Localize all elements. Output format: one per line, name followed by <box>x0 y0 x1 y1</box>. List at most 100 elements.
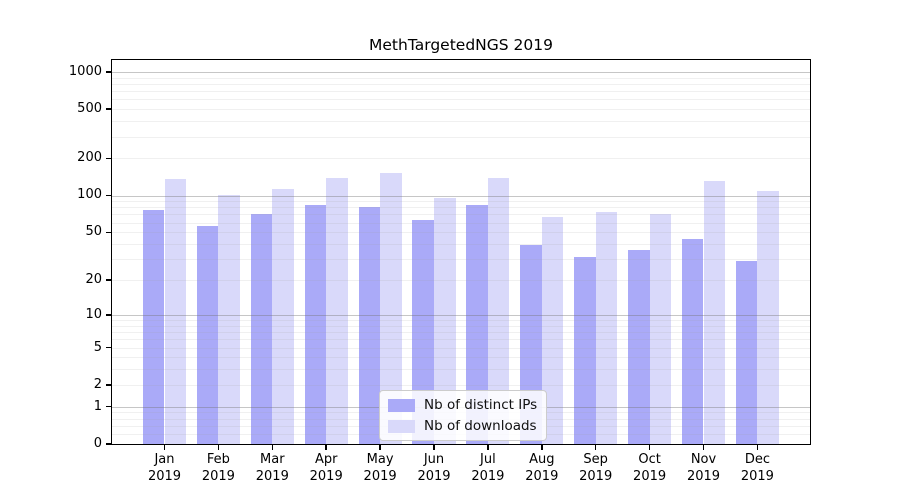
y-tick <box>106 71 111 73</box>
gridline-minor <box>112 222 810 224</box>
bar-distinct-ips <box>196 226 219 444</box>
x-tick-label: May 2019 <box>363 452 397 484</box>
gridline-minor <box>112 280 810 281</box>
legend: Nb of distinct IPs Nb of downloads <box>379 390 548 441</box>
y-tick-label: 0 <box>93 436 102 451</box>
y-tick <box>106 157 111 160</box>
bar-distinct-ips <box>142 210 165 444</box>
x-tick <box>756 445 759 450</box>
legend-swatch-distinct-ips-icon <box>388 398 415 412</box>
y-tick <box>106 443 111 445</box>
x-tick <box>702 445 705 450</box>
y-tick-label: 1000 <box>68 63 102 79</box>
bar-distinct-ips <box>735 260 758 444</box>
y-tick <box>106 384 111 386</box>
bar-downloads <box>272 189 294 444</box>
y-tick-label: 10 <box>85 306 102 322</box>
bar-distinct-ips <box>574 257 596 444</box>
bars-layer <box>112 60 810 444</box>
gridline-minor <box>112 207 810 209</box>
grid-layer <box>112 60 810 444</box>
bar-downloads <box>757 191 779 444</box>
bar-downloads <box>703 181 726 444</box>
y-tick-label: 20 <box>85 272 102 288</box>
bar-downloads <box>595 211 618 444</box>
bar-downloads <box>326 177 348 444</box>
gridline-minor <box>112 83 810 85</box>
gridline-minor <box>112 339 810 341</box>
legend-item-distinct-ips: Nb of distinct IPs <box>388 397 537 413</box>
gridline-minor <box>112 99 810 101</box>
gridline-major <box>112 195 810 197</box>
x-tick <box>487 445 489 450</box>
gridline-minor <box>112 347 810 349</box>
x-tick-label: Sep 2019 <box>579 452 613 484</box>
legend-label-downloads: Nb of downloads <box>424 418 537 434</box>
x-tick-label: Jun 2019 <box>417 452 451 484</box>
x-tick-label: Oct 2019 <box>633 452 667 484</box>
bar-distinct-ips <box>681 239 704 444</box>
bar-distinct-ips <box>628 249 650 444</box>
gridline-minor <box>112 77 810 79</box>
ticks-layer: 1000 500 200 100 50 20 10 5 2 1 0 Jan 2019 Feb 2019 Mar… <box>69 60 810 484</box>
legend-swatch-downloads-icon <box>388 419 415 433</box>
x-tick <box>594 445 597 450</box>
plot-area: 1000 500 200 100 50 20 10 5 2 1 0 Jan 2019 Feb 2019 Mar… <box>69 59 811 484</box>
x-tick <box>271 445 274 450</box>
gridline-minor <box>112 357 810 359</box>
bar-distinct-ips <box>250 214 273 444</box>
legend-label-distinct-ips: Nb of distinct IPs <box>424 397 538 413</box>
legend-item-downloads: Nb of downloads <box>388 418 537 434</box>
y-tick <box>106 279 111 281</box>
x-tick-label: Feb 2019 <box>201 452 235 484</box>
x-tick-label: Dec 2019 <box>740 452 774 484</box>
gridline-minor <box>112 201 810 203</box>
gridline-minor <box>112 158 810 160</box>
gridline-minor <box>112 369 810 371</box>
gridline-minor <box>112 109 810 111</box>
bar-downloads <box>649 213 672 444</box>
gridline-minor <box>112 332 810 333</box>
y-tick <box>106 231 111 233</box>
y-tick-label: 200 <box>77 150 102 166</box>
x-tick <box>379 445 381 450</box>
x-tick <box>648 445 651 450</box>
gridline-minor <box>112 259 810 261</box>
gridline-major <box>112 71 810 73</box>
y-tick <box>106 346 111 349</box>
bar-distinct-ips <box>358 206 381 444</box>
x-tick-label: Aug 2019 <box>525 452 559 484</box>
bar-distinct-ips <box>304 205 327 444</box>
x-tick-label: Apr 2019 <box>309 452 343 484</box>
y-tick-label: 5 <box>93 339 102 355</box>
x-tick <box>325 445 327 450</box>
y-tick-label: 1 <box>93 398 102 414</box>
x-tick-label: Jan 2019 <box>147 452 182 484</box>
gridline-minor <box>112 91 810 93</box>
x-tick <box>433 445 435 450</box>
axes-spines <box>111 59 811 445</box>
y-tick <box>106 108 111 110</box>
y-tick-label: 100 <box>77 187 102 203</box>
gridline-minor <box>112 244 810 245</box>
y-tick-label: 500 <box>77 101 102 117</box>
chart-title: MethTargetedNGS 2019 <box>369 36 553 54</box>
x-tick <box>163 445 166 450</box>
gridline-minor <box>112 325 810 327</box>
gridline-minor <box>112 121 810 123</box>
gridline-minor <box>112 384 810 386</box>
x-tick <box>217 445 220 450</box>
x-tick-label: Jul 2019 <box>471 452 505 484</box>
gridline-minor <box>112 136 810 138</box>
x-tick-label: Nov 2019 <box>686 452 721 484</box>
y-tick-label: 50 <box>85 224 102 240</box>
gridline-minor <box>112 320 810 321</box>
gridline-minor <box>112 232 810 234</box>
gridline-minor <box>112 214 810 216</box>
y-tick-label: 2 <box>93 376 102 392</box>
x-tick <box>541 445 543 450</box>
bar-downloads <box>218 194 240 444</box>
bar-downloads <box>164 179 187 444</box>
x-tick-label: Mar 2019 <box>255 452 289 484</box>
